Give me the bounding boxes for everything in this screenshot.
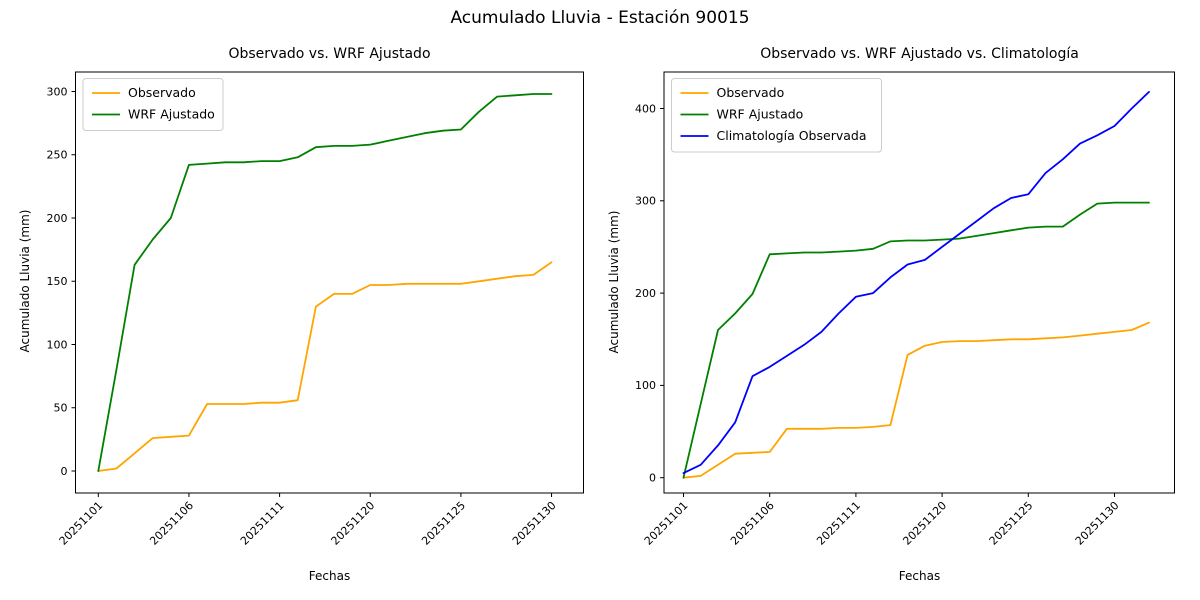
left-y-tick-label: 300 [47, 85, 68, 98]
left-x-tick-label: 20251106 [147, 499, 196, 548]
left-legend-label-observado: Observado [128, 85, 196, 100]
left-y-tick-label: 200 [47, 212, 68, 225]
right-y-tick-label: 400 [635, 102, 656, 115]
right-series-line-wrf-ajustado [682, 201, 1150, 479]
right-legend-label-wrf-ajustado: WRF Ajustado [717, 107, 804, 122]
left-x-axis-label: Fechas [308, 569, 351, 583]
left-y-tick-label: 150 [47, 275, 68, 288]
left-legend-box [82, 78, 224, 131]
left-x-tick-label: 20251125 [419, 499, 468, 548]
left-x-tick-label: 20251120 [329, 499, 378, 548]
right-x-tick-label: 20251120 [900, 499, 949, 548]
left-x-tick-label: 20251101 [57, 499, 106, 548]
left-y-tick-label: 250 [47, 149, 68, 162]
right-x-tick-label: 20251106 [728, 499, 777, 548]
left-plot-frame [75, 71, 584, 494]
right-chart-title: Observado vs. WRF Ajustado vs. Climatolo… [760, 46, 1079, 62]
left-series-line-observado [97, 261, 553, 472]
figure-title: Acumulado Lluvia - Estación 90015 [450, 8, 750, 28]
right-x-tick-label: 20251101 [642, 499, 691, 548]
right-x-tick-label: 20251125 [987, 499, 1036, 548]
right-x-tick-label: 20251111 [814, 499, 863, 548]
right-legend-box [671, 78, 882, 153]
left-x-tick-label: 20251111 [238, 499, 287, 548]
right-legend-label-climatologia-observada: Climatología Observada [717, 128, 867, 143]
right-plot-frame [663, 71, 1175, 494]
left-legend-label-wrf-ajustado: WRF Ajustado [128, 107, 215, 122]
left-y-tick-label: 50 [54, 402, 68, 415]
left-x-tick-label: 20251130 [510, 499, 559, 548]
right-y-tick-label: 300 [635, 195, 656, 208]
right-y-tick-label: 200 [635, 287, 656, 300]
right-legend-label-observado: Observado [717, 85, 785, 100]
right-x-axis-label: Fechas [898, 569, 941, 583]
right-x-tick-label: 20251130 [1073, 499, 1122, 548]
right-series-line-observado [682, 321, 1150, 479]
left-y-tick-label: 0 [61, 465, 68, 478]
left-series-line-wrf-ajustado [97, 93, 553, 472]
right-series-line-climatologia-observada [682, 91, 1150, 475]
left-chart-title: Observado vs. WRF Ajustado [228, 46, 431, 62]
right-y-tick-label: 100 [635, 379, 656, 392]
left-y-tick-label: 100 [47, 338, 68, 351]
right-y-tick-label: 0 [649, 472, 656, 485]
